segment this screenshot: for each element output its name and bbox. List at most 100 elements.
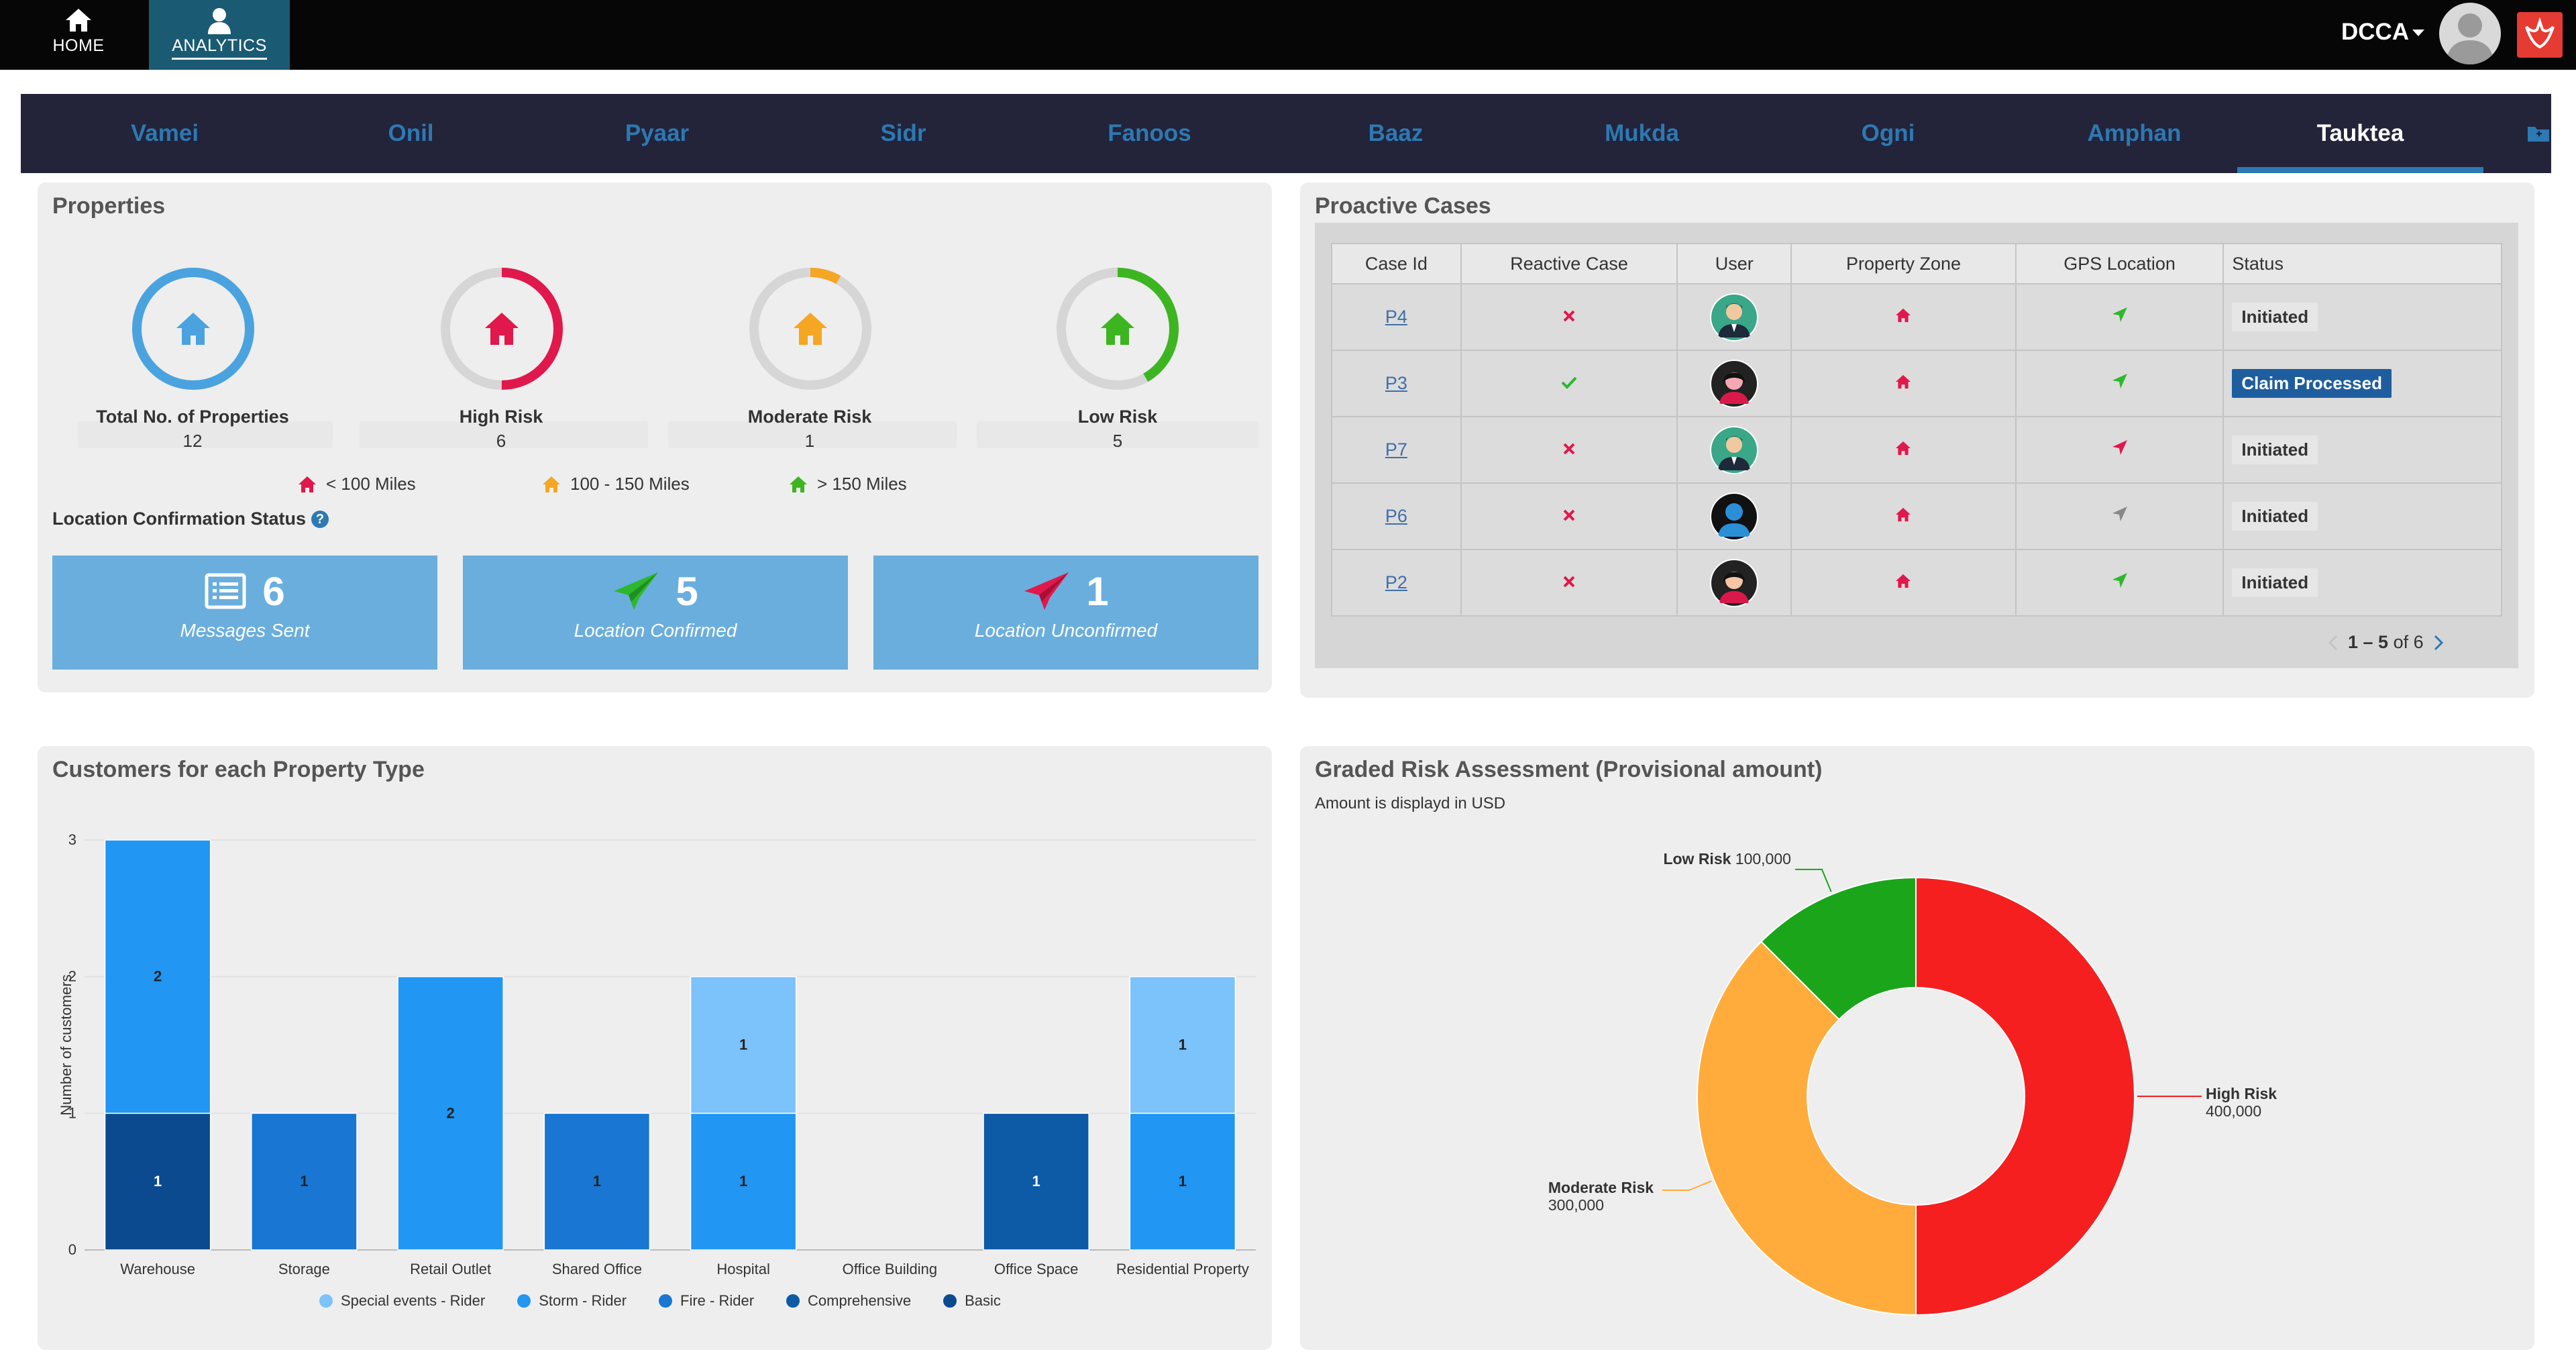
home-icon (1896, 374, 1911, 389)
location-arrow-icon[interactable] (2111, 306, 2129, 323)
case-id-link[interactable]: P7 (1385, 439, 1407, 460)
location-confirmed-card[interactable]: 5 Location Confirmed (463, 556, 848, 670)
bar-segment (397, 976, 504, 1251)
location-arrow-icon[interactable] (2111, 505, 2129, 523)
location-confirmed-count: 5 (676, 568, 698, 614)
legend-label: Special events - Rider (341, 1292, 486, 1309)
y-tick-label: 3 (68, 831, 76, 848)
tab-ogni[interactable]: Ogni (1861, 120, 1915, 146)
tab-tauktea[interactable]: Tauktea (2237, 94, 2483, 173)
moderate-risk-count: 1 (804, 431, 815, 451)
avatar[interactable] (1710, 293, 1759, 342)
location-status-title: Location Confirmation Status ? (52, 509, 329, 529)
case-id-link[interactable]: P6 (1385, 506, 1407, 526)
case-id-link[interactable]: P2 (1385, 572, 1407, 592)
avatar[interactable] (1710, 359, 1759, 408)
tab-vamei[interactable]: Vamei (130, 120, 199, 146)
messages-sent-count: 6 (262, 568, 285, 614)
home-icon (790, 476, 807, 492)
donut-slice (1760, 876, 1917, 1020)
messages-sent-card[interactable]: 6 Messages Sent (52, 556, 437, 670)
list-icon (205, 573, 246, 609)
case-id-link[interactable]: P4 (1385, 307, 1407, 327)
col-reactive-case[interactable]: Reactive Case (1460, 243, 1678, 284)
location-status-label: Location Confirmation Status (52, 509, 306, 529)
properties-panel: Properties Total No. of Properties 12 Hi… (38, 182, 1272, 692)
chevron-left-icon[interactable] (2328, 634, 2339, 651)
col-status[interactable]: Status (2222, 243, 2502, 284)
legend-swatch (517, 1294, 531, 1308)
bar-segment (104, 1112, 211, 1251)
bar-data-label: 1 (739, 1173, 747, 1190)
slice-label: Low Risk 100,000 (1663, 850, 1791, 868)
location-arrow-icon[interactable] (2111, 372, 2129, 390)
ring-progress-arc (1057, 268, 1179, 390)
legend-100-150: 100 - 150 Miles (542, 474, 690, 494)
x-tick-label: Storage (278, 1261, 330, 1277)
nav-analytics-button[interactable]: ANALYTICS (149, 0, 290, 70)
col-property-zone[interactable]: Property Zone (1790, 243, 2017, 284)
tab-amphan[interactable]: Amphan (2087, 120, 2182, 146)
legend-item[interactable]: Fire - Rider (659, 1292, 754, 1310)
paper-plane-icon (1024, 572, 1069, 610)
table-row[interactable]: P7 Initiated (1331, 416, 2502, 484)
avatar[interactable] (1710, 558, 1759, 607)
donut-slice (1915, 876, 2135, 1316)
donut-slice (1697, 941, 1917, 1316)
help-icon[interactable]: ? (311, 510, 329, 528)
folder-icon[interactable] (2527, 125, 2550, 142)
status-badge: Initiated (2232, 435, 2318, 464)
moderate-risk-ring (749, 268, 871, 390)
location-unconfirmed-card[interactable]: 1 Location Unconfirmed (873, 556, 1258, 670)
table-row[interactable]: P6 Initiated (1331, 482, 2502, 550)
case-id-link[interactable]: P3 (1385, 373, 1407, 393)
tab-mukda[interactable]: Mukda (1605, 120, 1679, 146)
avatar[interactable] (1710, 425, 1759, 474)
properties-title: Properties (52, 193, 166, 219)
tab-baaz[interactable]: Baaz (1368, 120, 1424, 146)
cases-table: Case Id Reactive Case User Property Zone… (1331, 243, 2502, 617)
high-risk-ring (441, 268, 563, 390)
status-badge: Initiated (2232, 502, 2318, 531)
table-row[interactable]: P4 Initiated (1331, 283, 2502, 351)
legend-label: Fire - Rider (680, 1292, 755, 1309)
y-axis-label: Number of customers (58, 974, 74, 1115)
legend-item[interactable]: Basic (943, 1292, 1001, 1310)
col-user[interactable]: User (1676, 243, 1792, 284)
chevron-down-icon[interactable] (2412, 30, 2424, 36)
location-arrow-icon[interactable] (2111, 439, 2129, 456)
home-icon (543, 476, 560, 492)
user-menu-name[interactable]: DCCA (2341, 19, 2410, 45)
bar-segment (543, 1112, 651, 1251)
bar-data-label: 1 (1179, 1037, 1187, 1053)
location-unconfirmed-label: Location Unconfirmed (974, 620, 1158, 641)
tab-sidr[interactable]: Sidr (880, 120, 926, 146)
top-bar: HOME ANALYTICS DCCA (0, 0, 2576, 70)
chevron-right-icon[interactable] (2433, 634, 2444, 651)
legend-item[interactable]: Special events - Rider (319, 1292, 485, 1310)
tab-onil[interactable]: Onil (388, 120, 434, 146)
cases-table-container: Case Id Reactive Case User Property Zone… (1315, 223, 2518, 668)
y-tick-label: 0 (68, 1241, 76, 1258)
nav-home-button[interactable]: HOME (8, 0, 149, 70)
ring-progress-arc (441, 268, 563, 390)
cross-icon (1563, 576, 1575, 588)
legend-swatch (943, 1294, 957, 1308)
location-arrow-icon[interactable] (2111, 572, 2129, 589)
bar-segment (104, 839, 211, 1114)
col-gps-location[interactable]: GPS Location (2015, 243, 2224, 284)
avatar[interactable] (1710, 492, 1759, 541)
cross-icon (1563, 509, 1575, 521)
tab-pyaar[interactable]: Pyaar (625, 120, 690, 146)
brand-logo (2517, 12, 2563, 58)
avatar[interactable] (2439, 3, 2501, 64)
col-case-id[interactable]: Case Id (1331, 243, 1462, 284)
tab-fanoos[interactable]: Fanoos (1108, 120, 1191, 146)
legend-item[interactable]: Comprehensive (786, 1292, 911, 1310)
slice-value-label: 300,000 (1548, 1196, 1604, 1214)
table-row[interactable]: P3 Claim Processed (1331, 350, 2502, 417)
table-row[interactable]: P2 Initiated (1331, 549, 2502, 617)
table-pager: 1 – 5 of 6 (2328, 632, 2444, 653)
legend-item[interactable]: Storm - Rider (517, 1292, 627, 1310)
